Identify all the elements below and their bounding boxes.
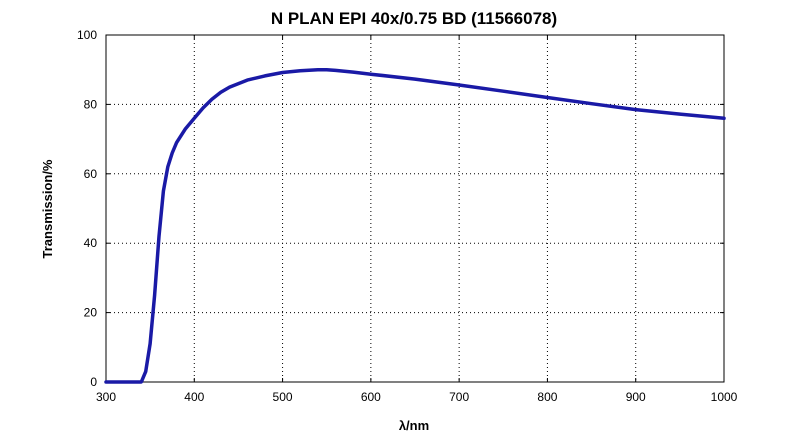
x-tick-label: 300 bbox=[96, 390, 116, 404]
x-tick-labels: 300 400 500 600 700 800 900 1000 bbox=[96, 390, 738, 404]
grid-lines bbox=[106, 35, 724, 382]
x-tick-label: 700 bbox=[449, 390, 469, 404]
x-tick-label: 1000 bbox=[711, 390, 738, 404]
y-axis-label: Transmission/% bbox=[40, 159, 55, 258]
series-layer bbox=[104, 67, 726, 384]
y-tick-labels: 0 20 40 60 80 100 bbox=[77, 28, 97, 389]
x-tick-label: 500 bbox=[273, 390, 293, 404]
x-axis-label: λ/nm bbox=[399, 418, 429, 433]
y-tick-label: 0 bbox=[90, 375, 97, 389]
transmission-line bbox=[104, 67, 726, 384]
chart-title: N PLAN EPI 40x/0.75 BD (11566078) bbox=[271, 9, 557, 28]
y-tick-label: 40 bbox=[84, 236, 98, 250]
plot-area bbox=[105, 34, 725, 383]
x-tick-label: 600 bbox=[361, 390, 381, 404]
x-tick-label: 800 bbox=[537, 390, 557, 404]
y-tick-label: 60 bbox=[84, 167, 98, 181]
axis-ticks bbox=[105, 34, 725, 383]
y-tick-label: 20 bbox=[84, 306, 98, 320]
x-tick-label: 900 bbox=[626, 390, 646, 404]
y-tick-label: 80 bbox=[84, 97, 98, 111]
y-tick-label: 100 bbox=[77, 28, 97, 42]
x-tick-label: 400 bbox=[184, 390, 204, 404]
